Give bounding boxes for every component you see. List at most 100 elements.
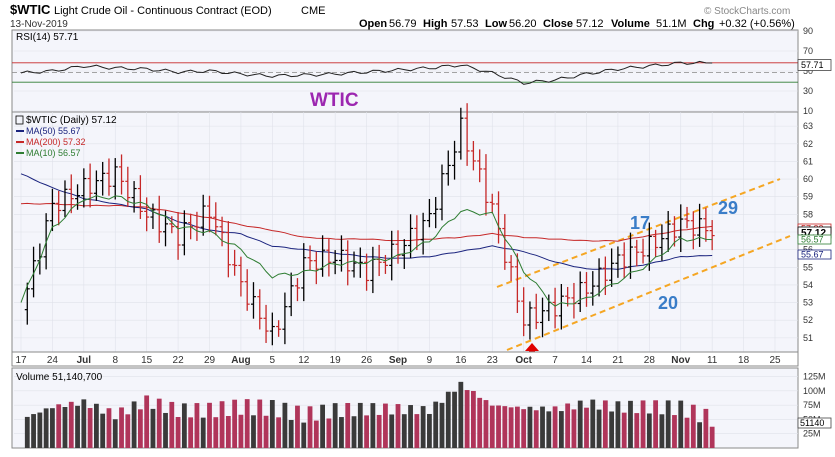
volume-bar [244,399,250,448]
volume-bar [659,414,665,448]
volume-bar [188,417,194,448]
volume-bar [150,408,156,448]
ma50-last: 55.67 [801,250,824,260]
high-label: High [423,18,448,30]
volume-bar [540,406,545,448]
price-bar [200,194,206,236]
volume-bar [339,417,344,448]
price-tick-label: 61 [803,156,813,166]
price-legend: $WTIC (Daily) 57.12 MA(50) 55.67 MA(200)… [15,115,117,158]
price-bar [181,210,187,256]
volume-bar [439,402,445,448]
volume-bar [452,391,457,448]
price-bar [665,211,671,252]
volume-bar [276,417,282,448]
x-axis-band [11,351,799,367]
price-bar [609,248,615,287]
price-bar [144,197,150,232]
legend-ma50: MA(50) 55.67 [16,126,81,136]
price-bar [590,271,596,306]
high-value: 57.53 [451,18,479,30]
volume-bar [703,408,709,448]
ma10-last: 56.57 [801,235,824,245]
x-tick-label: 22 [173,355,185,366]
price-tick-label: 53 [803,298,813,308]
volume-bar [194,403,200,448]
price-tick-label: 51 [803,333,813,343]
volume-bar [684,417,690,448]
volume-bar [577,400,583,448]
legend-symbol: $WTIC (Daily) 57.12 [15,115,117,126]
price-bar [514,253,520,314]
price-bar [326,239,332,277]
volume-bar [144,395,150,448]
price-bar [640,238,646,264]
svg-text:MA(200) 57.32: MA(200) 57.32 [26,137,86,147]
x-tick-label: 12 [298,355,310,366]
price-bar [49,188,55,232]
price-bar [596,258,602,297]
volume-bar [163,412,168,448]
price-bar [627,232,633,279]
close-label: Close [543,18,573,30]
volume-bar [552,406,558,448]
x-tick-label: Oct [515,355,532,366]
price-bar [433,196,439,229]
volume-bar [584,407,589,448]
volume-bar [131,401,137,448]
volume-bar [225,415,231,448]
watermark: © StockCharts.com [704,6,790,17]
x-tick-label: Sep [389,355,407,366]
volume-bars [24,381,715,448]
x-tick-label: 17 [15,355,27,366]
price-tick-label: 55 [803,262,813,272]
price-bar [250,282,256,319]
annotation-20: 20 [658,293,678,313]
price-bar [219,216,225,247]
ma10-line [20,195,713,307]
volume-bar [433,401,439,448]
x-tick-label: 11 [707,355,718,366]
x-tick-label: 16 [455,355,467,366]
legend-ma200: MA(200) 57.32 [16,137,86,147]
price-bar [653,229,659,257]
volume-bar [678,400,684,448]
price-bar [112,158,118,200]
x-tick-label: 28 [644,355,656,366]
volume-bar [112,419,118,448]
price-bar [445,150,451,186]
price-bar [56,190,62,226]
low-value: 56.20 [509,18,537,30]
price-bar [288,272,294,317]
x-tick-label: 23 [487,355,499,366]
price-bar [156,195,162,243]
price-bar [439,164,445,221]
price-bar [703,207,709,242]
volume-bar [295,405,300,448]
price-bar [709,220,715,251]
price-tick-label: 59 [803,192,813,202]
volume-bar [646,413,652,448]
symbol-title: $WTIC [10,2,51,17]
svg-text:MA(10) 56.57: MA(10) 56.57 [26,148,81,158]
volume-bar [68,401,74,448]
price-bar [301,243,307,302]
price-bar [389,230,395,281]
volume-bar [31,414,36,448]
volume-bar [521,409,527,448]
volume-bar [257,399,263,448]
price-tick-label: 52 [803,315,813,325]
x-tick-label: 21 [612,355,624,366]
x-tick-label: 18 [738,355,750,366]
price-bar [697,203,703,247]
volume-tick-label: 100M [803,386,826,396]
instrument-name: Light Crude Oil - Continuous Contract (E… [54,5,272,17]
annotation-29: 29 [718,198,738,218]
price-bar [420,212,426,255]
svg-text:$WTIC (Daily) 57.12: $WTIC (Daily) 57.12 [26,115,117,126]
volume-bar [269,400,275,448]
exchange: CME [301,5,325,17]
svg-text:MA(50) 55.67: MA(50) 55.67 [26,126,81,136]
price-tick-label: 63 [803,121,813,131]
